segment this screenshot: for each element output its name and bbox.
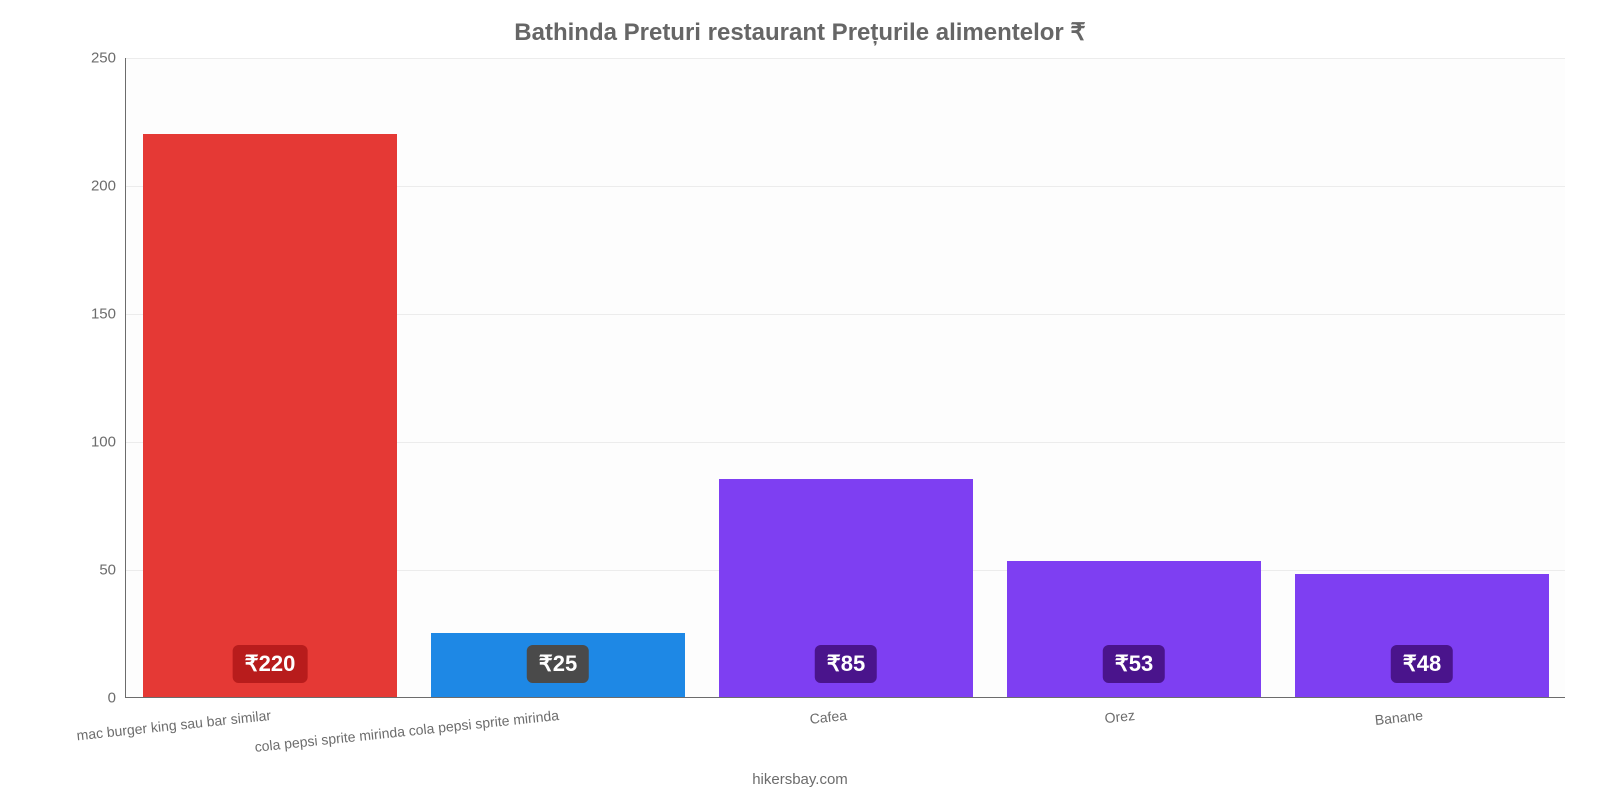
bar-chart: Bathinda Preturi restaurant Prețurile al… [0, 0, 1600, 800]
bar-value-label: ₹220 [233, 645, 308, 683]
bar-value-label: ₹53 [1103, 645, 1165, 683]
bar: ₹25cola pepsi sprite mirinda cola pepsi … [431, 633, 684, 697]
bar: ₹48Banane [1295, 574, 1548, 697]
chart-title: Bathinda Preturi restaurant Prețurile al… [0, 18, 1600, 47]
bar-value-label: ₹85 [815, 645, 877, 683]
y-tick-label: 200 [91, 178, 116, 195]
gridline [126, 58, 1565, 59]
bar-value-label: ₹25 [527, 645, 589, 683]
x-tick-label: Orez [1104, 707, 1136, 726]
y-tick-label: 100 [91, 434, 116, 451]
x-tick-label: Cafea [809, 707, 848, 727]
x-tick-label: mac burger king sau bar similar [76, 707, 272, 743]
chart-footer: hikersbay.com [0, 771, 1600, 788]
y-tick-label: 250 [91, 50, 116, 67]
plot-area: 050100150200250₹220mac burger king sau b… [125, 58, 1565, 698]
bar-value-label: ₹48 [1391, 645, 1453, 683]
y-tick-label: 50 [99, 562, 116, 579]
bar: ₹85Cafea [719, 479, 972, 697]
y-tick-label: 150 [91, 306, 116, 323]
x-tick-label: cola pepsi sprite mirinda cola pepsi spr… [254, 707, 560, 755]
bar: ₹220mac burger king sau bar similar [143, 134, 396, 697]
x-tick-label: Banane [1374, 707, 1424, 728]
bar: ₹53Orez [1007, 561, 1260, 697]
y-tick-label: 0 [108, 690, 116, 707]
